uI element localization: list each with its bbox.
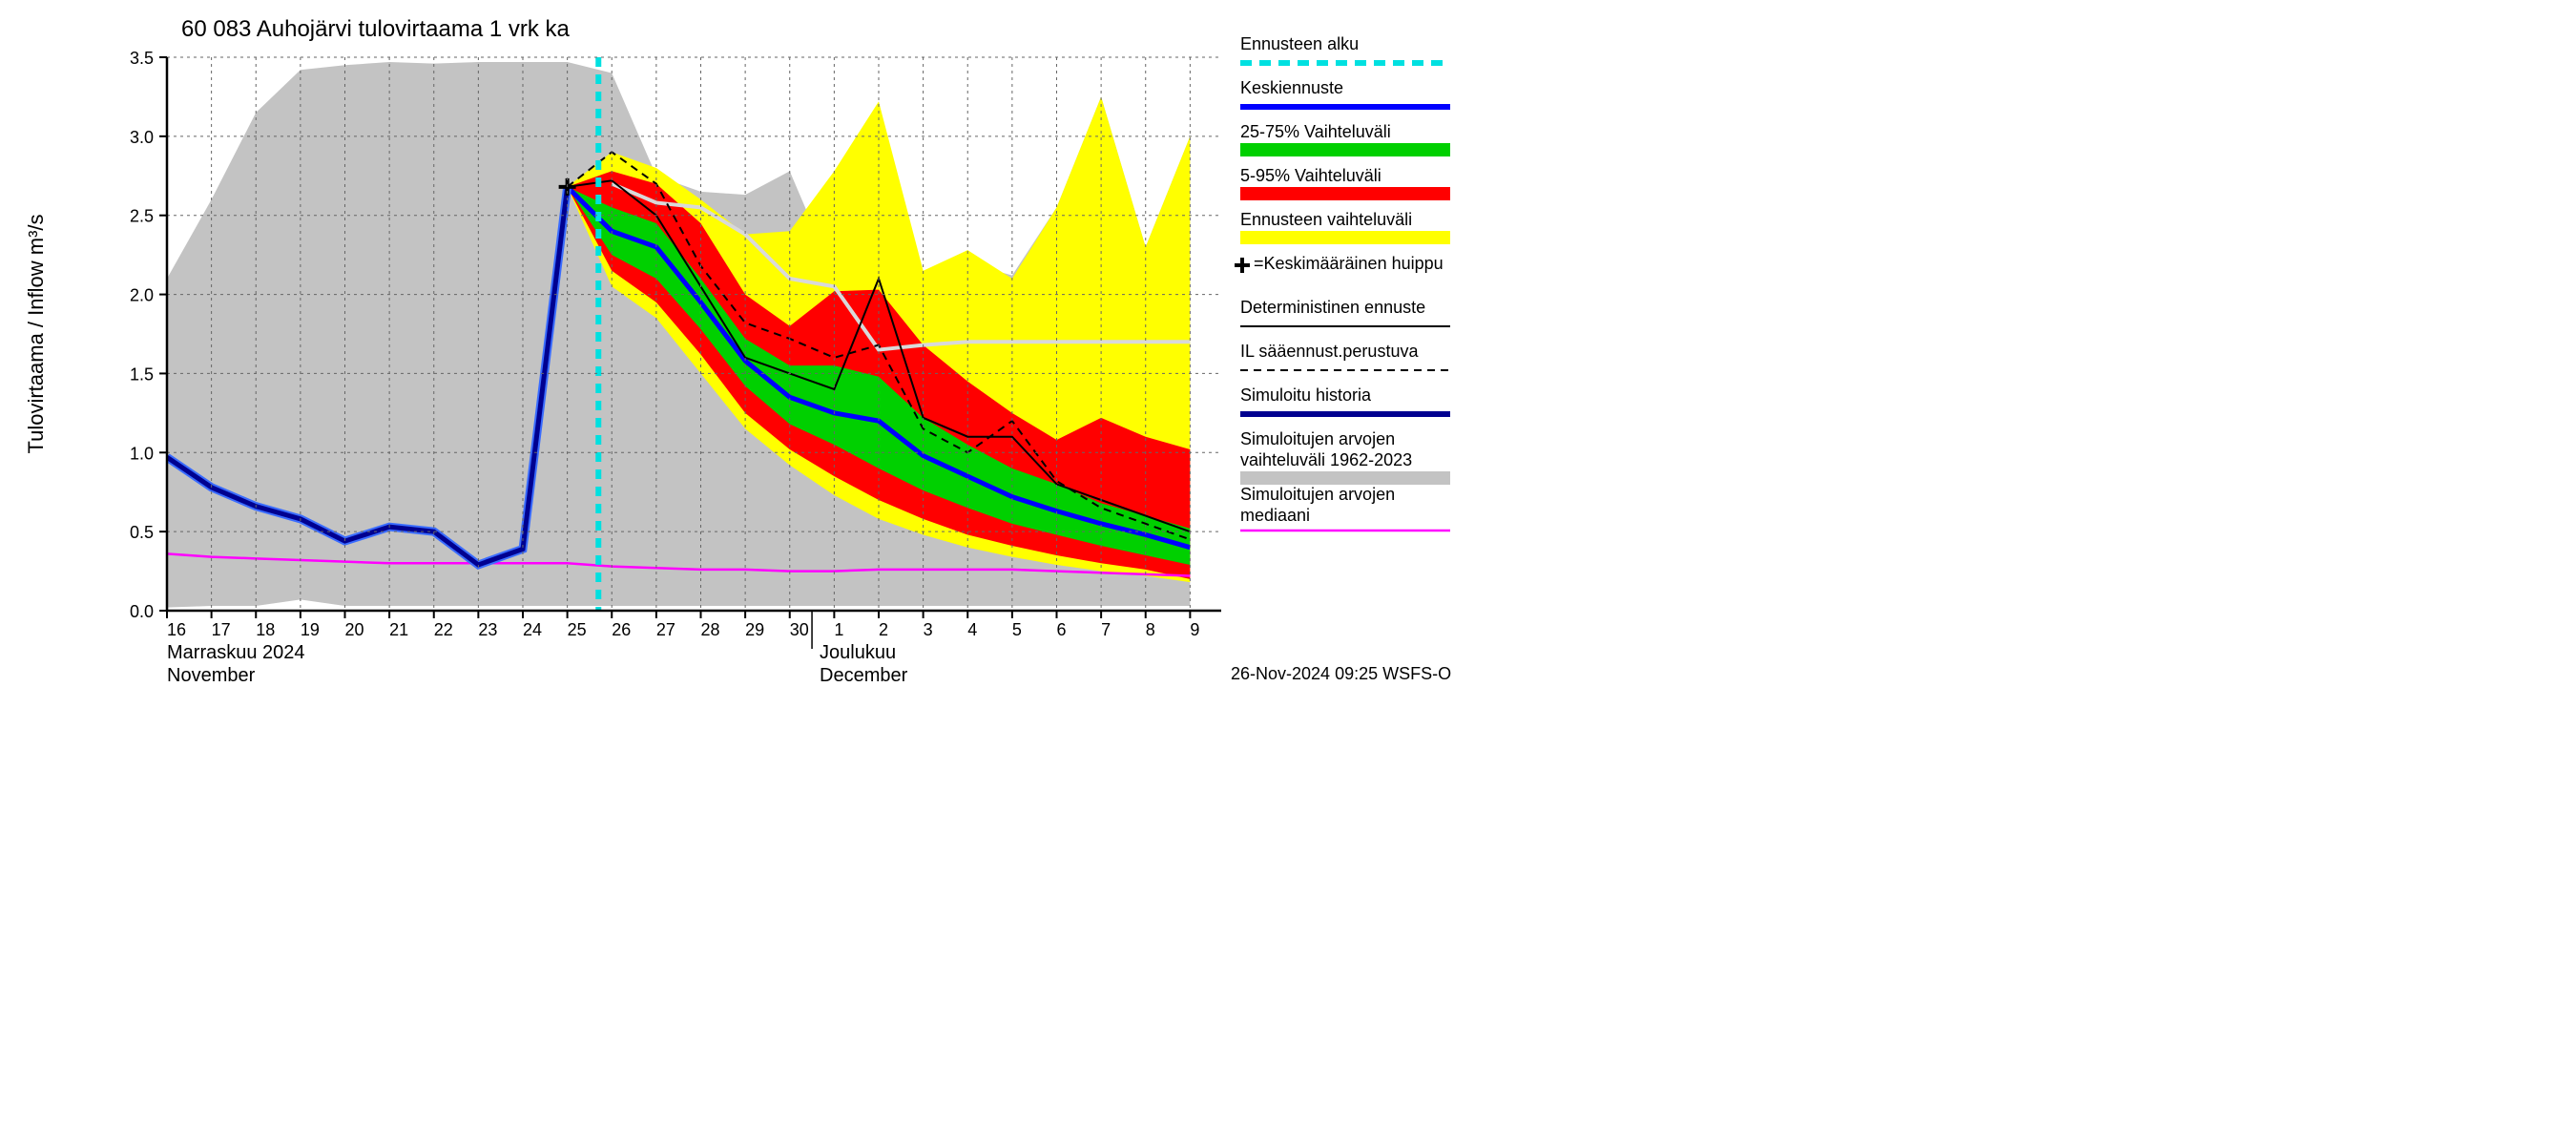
legend-item-label2: mediaani xyxy=(1240,506,1310,525)
y-tick-label: 3.5 xyxy=(130,49,154,68)
x-tick-label: 16 xyxy=(167,620,186,639)
legend-item-label: Deterministinen ennuste xyxy=(1240,298,1425,317)
x-tick-label: 3 xyxy=(924,620,933,639)
legend: Ennusteen alku Keskiennuste 25-75% Vaihtel… xyxy=(1235,34,1450,531)
x-tick-label: 18 xyxy=(256,620,275,639)
y-tick-label: 3.0 xyxy=(130,128,154,147)
legend-item-label: =Keskimääräinen huippu xyxy=(1254,254,1444,273)
x-tick-label: 20 xyxy=(344,620,364,639)
legend-item-label2: vaihteluväli 1962-2023 xyxy=(1240,450,1412,469)
x-tick-label: 30 xyxy=(790,620,809,639)
x-tick-label: 26 xyxy=(612,620,631,639)
legend-item-label: 5-95% Vaihteluväli xyxy=(1240,166,1381,185)
plot-area xyxy=(167,57,1190,611)
x-tick-label: 23 xyxy=(478,620,497,639)
legend-item-label: Ennusteen alku xyxy=(1240,34,1359,53)
y-tick-label: 1.0 xyxy=(130,444,154,463)
chart-title: 60 083 Auhojärvi tulovirtaama 1 vrk ka xyxy=(181,16,571,42)
x-tick-label: 5 xyxy=(1012,620,1022,639)
x-tick-label: 29 xyxy=(745,620,764,639)
x-tick-label: 28 xyxy=(700,620,719,639)
y-axis-label: Tulovirtaama / Inflow m³/s xyxy=(24,214,48,453)
legend-item-label: Keskiennuste xyxy=(1240,78,1343,97)
x-tick-label: 27 xyxy=(656,620,675,639)
month-label-en: December xyxy=(820,665,908,686)
x-tick-label: 1 xyxy=(834,620,843,639)
x-tick-label: 7 xyxy=(1101,620,1111,639)
x-tick-label: 17 xyxy=(212,620,231,639)
x-tick-label: 25 xyxy=(568,620,587,639)
x-tick-label: 19 xyxy=(301,620,320,639)
x-tick-label: 4 xyxy=(967,620,977,639)
month-label: Marraskuu 2024 xyxy=(167,642,305,663)
legend-item-label: 25-75% Vaihteluväli xyxy=(1240,122,1391,141)
y-tick-label: 1.5 xyxy=(130,364,154,384)
x-tick-label: 9 xyxy=(1190,620,1199,639)
month-label-en: November xyxy=(167,665,256,686)
x-tick-label: 22 xyxy=(434,620,453,639)
month-label: Joulukuu xyxy=(820,642,896,663)
x-tick-label: 2 xyxy=(879,620,888,639)
x-tick-label: 8 xyxy=(1146,620,1155,639)
x-tick-label: 24 xyxy=(523,620,542,639)
x-tick-label: 6 xyxy=(1056,620,1066,639)
chart-footer: 26-Nov-2024 09:25 WSFS-O xyxy=(1231,664,1451,683)
y-tick-label: 0.0 xyxy=(130,602,154,621)
legend-item-label: Ennusteen vaihteluväli xyxy=(1240,210,1412,229)
y-tick-label: 2.5 xyxy=(130,207,154,226)
legend-item-label: Simuloitu historia xyxy=(1240,385,1372,405)
legend-item-label: Simuloitujen arvojen xyxy=(1240,429,1395,448)
legend-item-label: Simuloitujen arvojen xyxy=(1240,485,1395,504)
y-tick-label: 0.5 xyxy=(130,523,154,542)
x-tick-label: 21 xyxy=(389,620,408,639)
legend-item-label: IL sääennust.perustuva xyxy=(1240,342,1419,361)
inflow-forecast-chart: 0.00.51.01.52.02.53.03.51617181920212223… xyxy=(0,0,1465,687)
y-tick-label: 2.0 xyxy=(130,286,154,305)
